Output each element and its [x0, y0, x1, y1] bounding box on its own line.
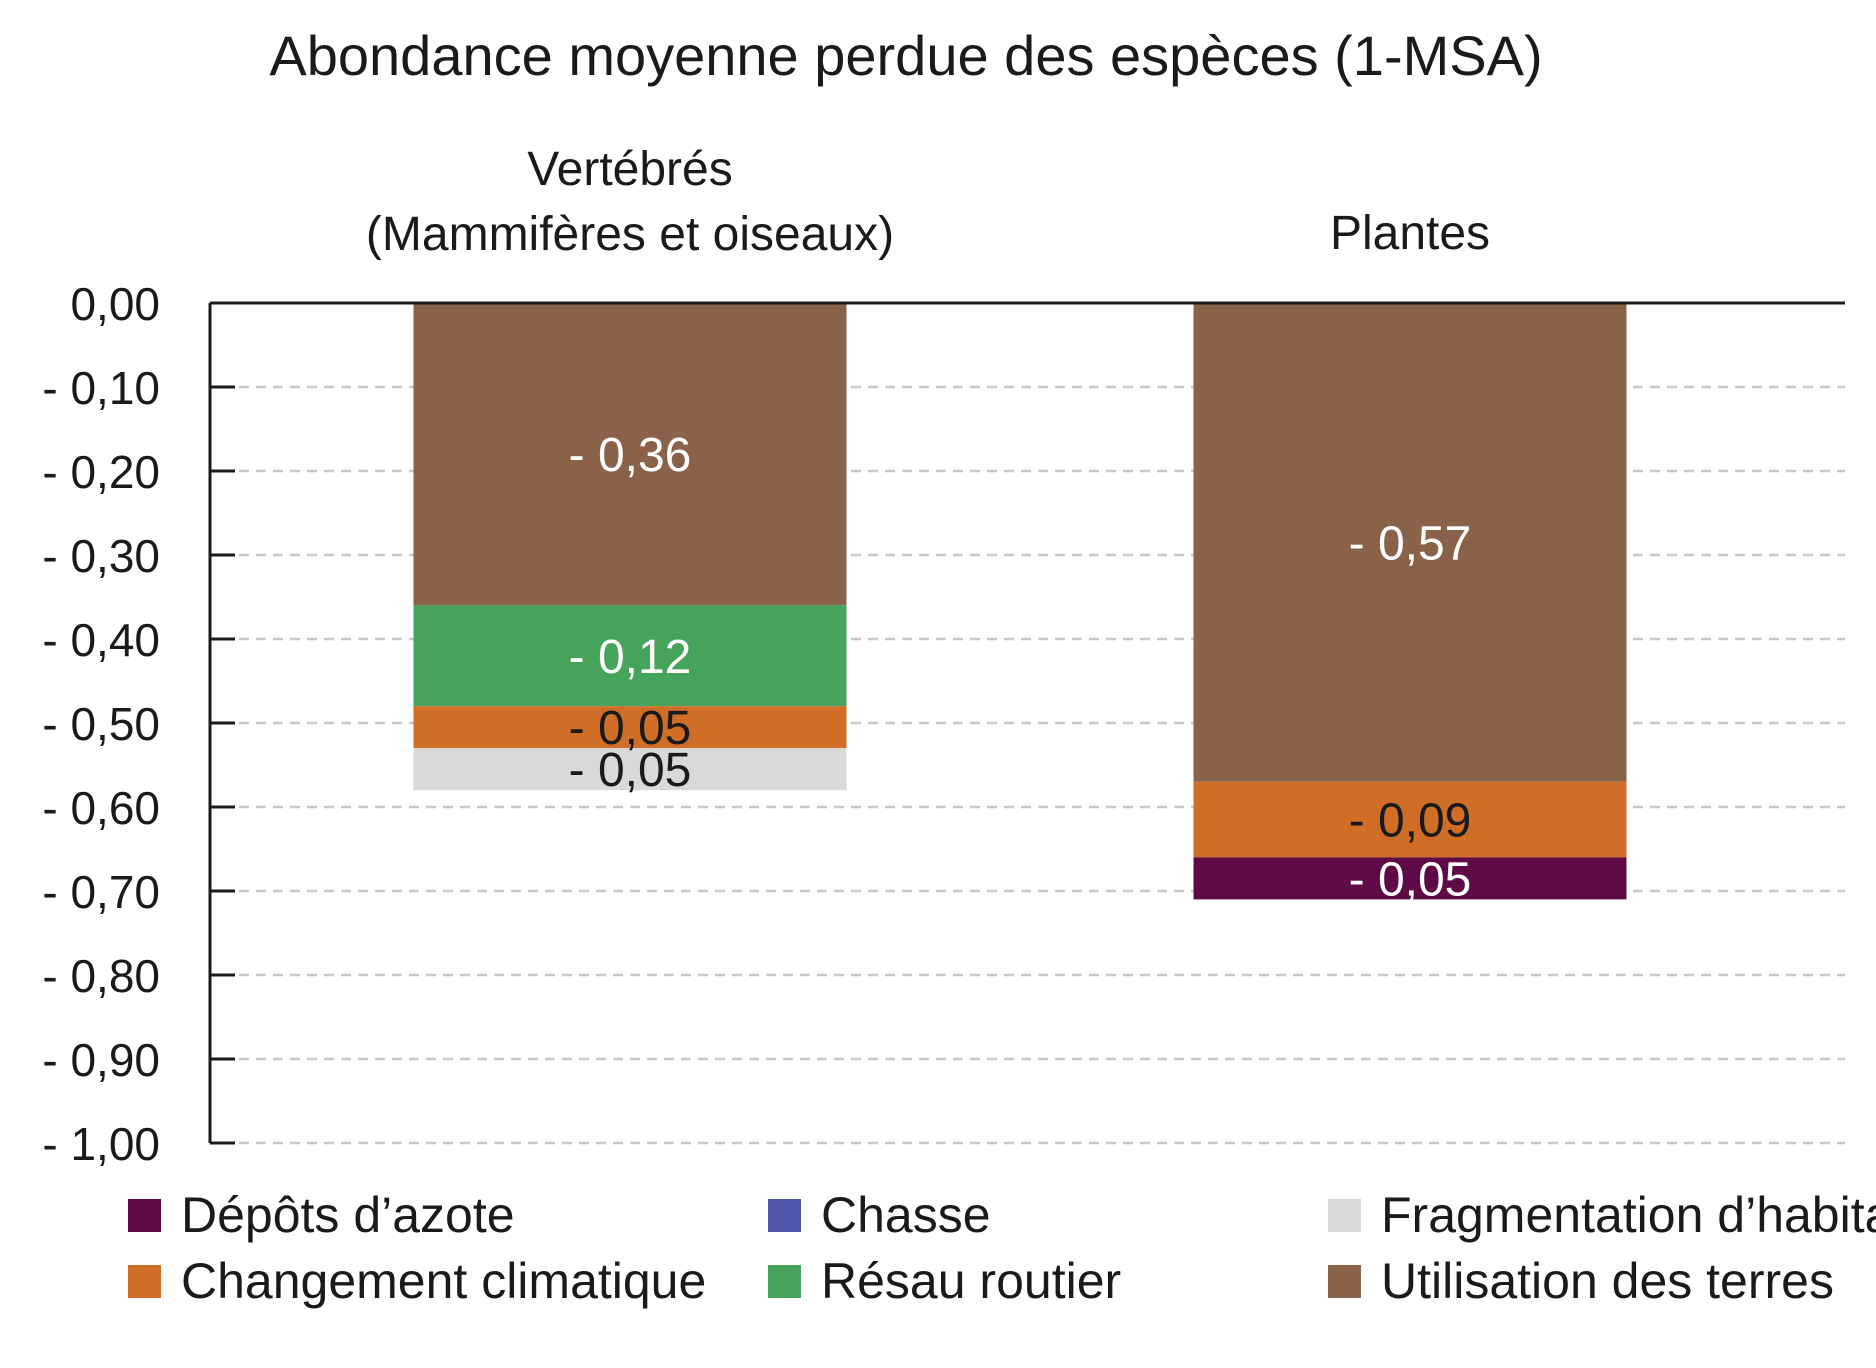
- chart-title: Abondance moyenne perdue des espèces (1-…: [269, 24, 1542, 87]
- y-tick-label: - 0,20: [42, 446, 160, 498]
- bar-value-label: - 0,36: [569, 429, 692, 482]
- category-label: Vertébrés: [527, 143, 732, 196]
- y-tick-label: - 0,70: [42, 866, 160, 918]
- bar-segment: [413, 303, 847, 606]
- y-tick-label: - 0,30: [42, 530, 160, 582]
- legend-swatch: [1328, 1198, 1361, 1232]
- y-tick-label: 0,00: [70, 278, 160, 330]
- y-tick-label: - 0,80: [42, 950, 160, 1002]
- y-tick-label: - 0,40: [42, 614, 160, 666]
- legend-label: Résau routier: [821, 1253, 1122, 1309]
- legend-item: Dépôts d’azote: [128, 1190, 515, 1240]
- bar-segment: [1193, 781, 1627, 858]
- bars: [413, 303, 1627, 900]
- category-labels: Vertébrés (Mammifères et oiseaux) Plantes: [366, 143, 1490, 261]
- bar-value-label: - 0,05: [1349, 853, 1472, 906]
- y-tick-label: - 1,00: [42, 1118, 160, 1170]
- legend-label: Chasse: [821, 1187, 991, 1243]
- bar-segment: [413, 706, 847, 749]
- bar-value-label: - 0,05: [569, 744, 692, 797]
- legend-label: Utilisation des terres: [1381, 1253, 1834, 1309]
- category-label: (Mammifères et oiseaux): [366, 208, 894, 261]
- legend-item: Chasse: [768, 1190, 991, 1240]
- bar-value-label: - 0,12: [569, 631, 692, 684]
- value-labels: - 0,36- 0,12- 0,05- 0,05- 0,57- 0,09- 0,…: [569, 429, 1472, 906]
- legend-item: Fragmentation d’habitats: [1328, 1190, 1876, 1240]
- bar-segment: [1193, 857, 1627, 900]
- axes: [208, 301, 1845, 1145]
- bar-segment: [1193, 303, 1627, 782]
- legend-item: Utilisation des terres: [1328, 1256, 1834, 1306]
- legend-swatch: [768, 1198, 801, 1232]
- bar-segment: [413, 748, 847, 791]
- bar-value-label: - 0,57: [1349, 517, 1472, 570]
- category-label: Plantes: [1330, 207, 1490, 260]
- legend-label: Dépôts d’azote: [181, 1187, 515, 1243]
- legend-item: Résau routier: [768, 1256, 1121, 1306]
- y-tick-label: - 0,10: [42, 362, 160, 414]
- bar-value-label: - 0,05: [569, 702, 692, 755]
- y-tick-label: - 0,50: [42, 698, 160, 750]
- legend-swatch: [128, 1198, 161, 1232]
- legend-swatch: [128, 1264, 161, 1298]
- legend-label: Fragmentation d’habitats: [1381, 1187, 1876, 1243]
- y-tick-label: - 0,60: [42, 782, 160, 834]
- legend-swatch: [1328, 1264, 1361, 1298]
- y-tick-labels: 0,00 - 0,10 - 0,20 - 0,30 - 0,40 - 0,50 - 0,60…: [42, 278, 160, 1170]
- bar-value-label: - 0,09: [1349, 795, 1472, 848]
- legend-item: Changement climatique: [128, 1256, 706, 1306]
- bar-segment: [413, 605, 847, 707]
- legend-swatch: [768, 1264, 801, 1298]
- y-tick-label: - 0,90: [42, 1034, 160, 1086]
- legend-label: Changement climatique: [181, 1253, 707, 1309]
